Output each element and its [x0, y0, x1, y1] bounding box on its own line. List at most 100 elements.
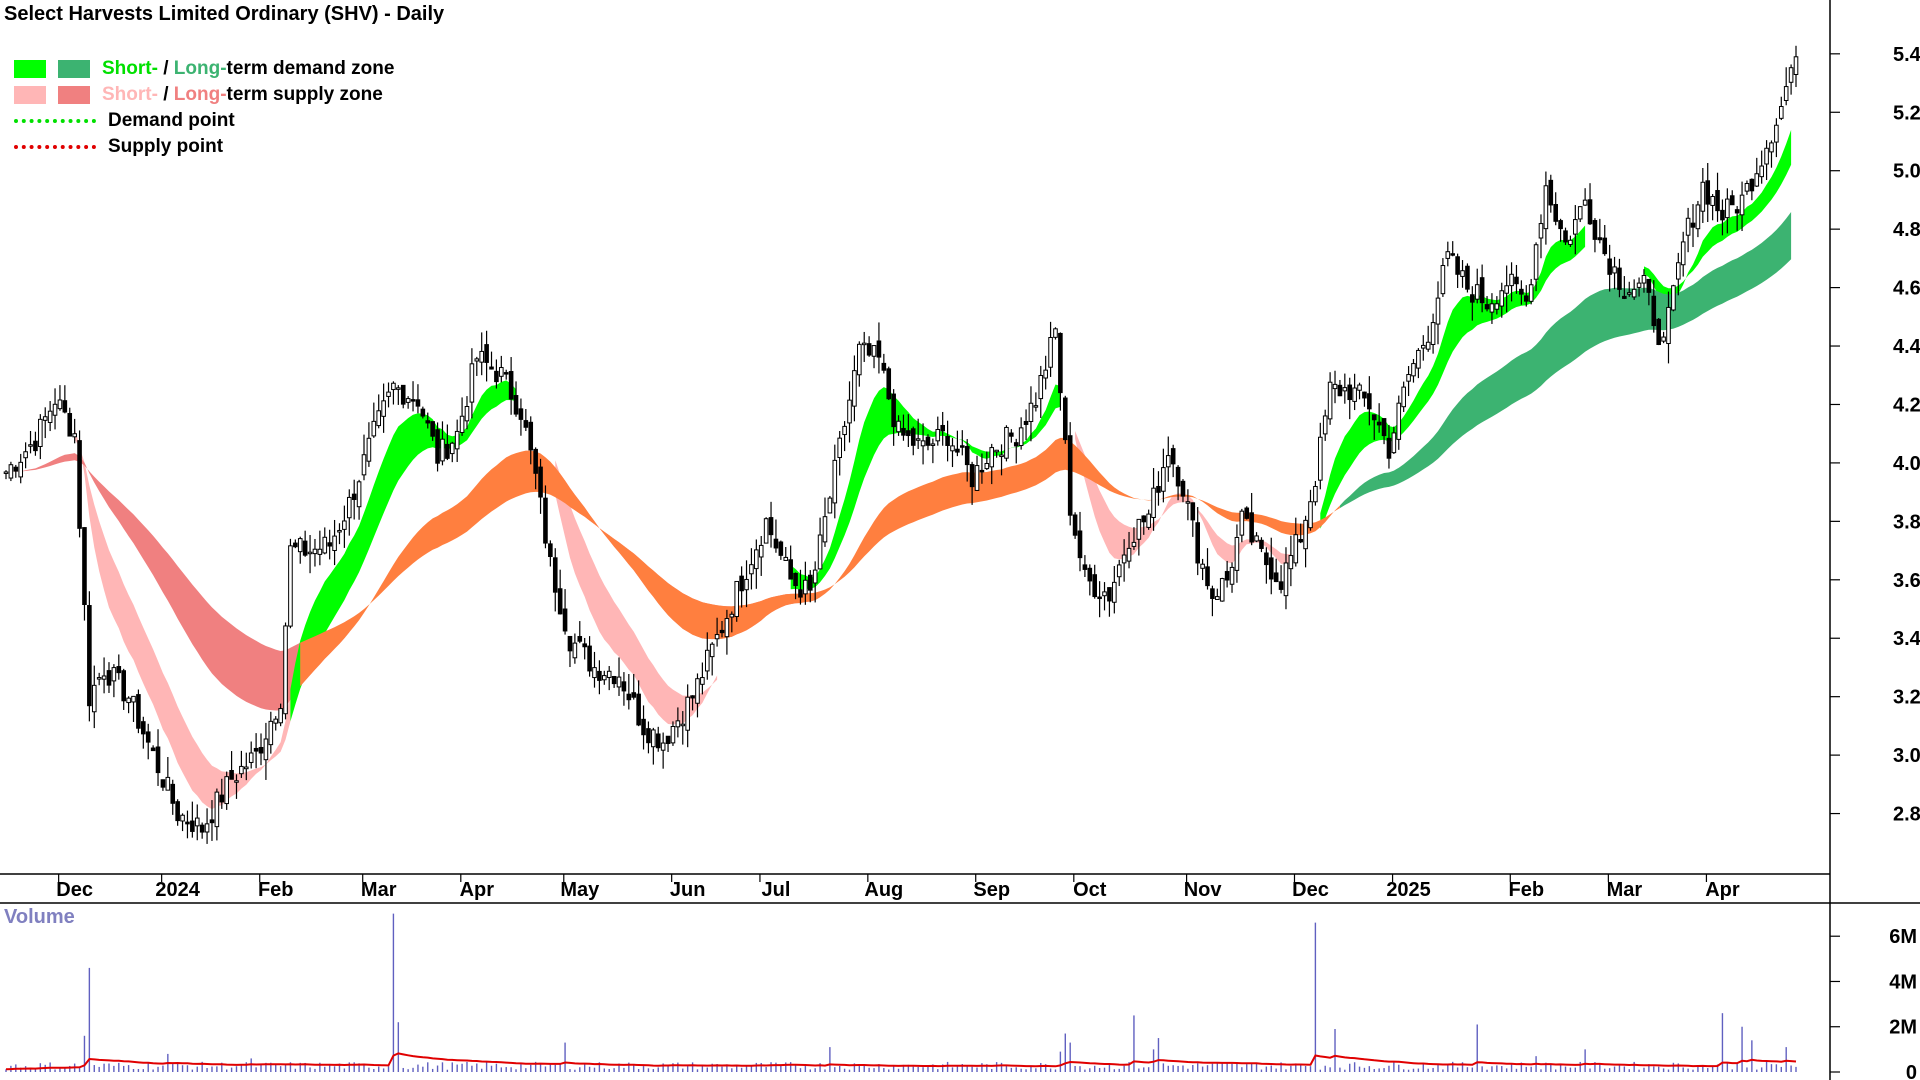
candle-body-43 [214, 791, 220, 828]
candle-body-352 [1729, 195, 1735, 206]
candle-body-221 [1087, 567, 1093, 582]
candle-body-131 [646, 728, 651, 744]
demand-point-swatch [14, 119, 96, 123]
legend-supply-point: Supply point [14, 134, 394, 160]
candle-body-103 [508, 371, 514, 400]
candle-body-337 [1656, 318, 1661, 345]
candle-body-209 [1028, 402, 1034, 422]
candle-body-62 [307, 551, 313, 555]
candle-body-190 [935, 428, 941, 442]
candle-body-255 [1254, 535, 1259, 542]
candle-body-200 [984, 462, 990, 470]
candle-body-230 [1131, 541, 1137, 547]
candle-body-183 [901, 427, 906, 436]
candle-body-358 [1759, 165, 1764, 178]
candle-body-245 [1205, 566, 1210, 587]
price-tick-label-3: 3.4 [1893, 628, 1920, 650]
candle-body-162 [798, 589, 803, 598]
candle-body-127 [626, 693, 632, 701]
candle-body-86 [425, 420, 431, 424]
candle-body-253 [1244, 507, 1250, 519]
candle-body-2 [13, 466, 19, 472]
candle-body-210 [1033, 405, 1039, 408]
candle-body-91 [449, 442, 455, 455]
candle-body-235 [1156, 485, 1161, 493]
candle-body-69 [342, 520, 347, 530]
zone-transition-long [300, 437, 1340, 687]
price-tick-label-4: 3.6 [1893, 570, 1920, 592]
candle-body-173 [852, 370, 857, 407]
candle-body-4 [23, 451, 28, 459]
candle-body-74 [366, 437, 372, 462]
candle-body-5 [28, 444, 33, 447]
candle-body-61 [302, 540, 308, 556]
candle-body-339 [1666, 306, 1671, 345]
candle-body-196 [964, 446, 970, 466]
candle-body-276 [1357, 384, 1362, 391]
candle-body-326 [1602, 237, 1608, 255]
candle-body-350 [1720, 209, 1725, 221]
candle-body-254 [1249, 512, 1254, 543]
time-tick-label-9: Sep [973, 879, 1010, 901]
time-tick-label-6: Jun [670, 879, 706, 901]
candle-body-45 [224, 776, 229, 805]
candle-body-78 [386, 391, 391, 397]
candle-body-93 [459, 415, 465, 433]
candle-body-211 [1038, 375, 1044, 400]
candle-body-156 [768, 517, 774, 536]
candle-body-193 [950, 445, 955, 452]
candle-body-12 [62, 400, 68, 413]
candle-body-324 [1592, 220, 1598, 240]
candle-body-198 [974, 465, 980, 491]
candle-body-318 [1563, 230, 1568, 243]
candle-body-327 [1607, 258, 1612, 275]
candle-body-251 [1234, 536, 1240, 571]
candle-body-181 [891, 393, 896, 428]
candle-body-35 [175, 801, 180, 822]
candle-body-119 [587, 645, 592, 672]
candle-body-168 [827, 497, 833, 514]
candle-body-41 [204, 823, 210, 833]
candle-body-24 [121, 670, 126, 702]
candle-body-323 [1587, 199, 1593, 225]
candle-body-123 [606, 670, 612, 678]
candle-body-125 [616, 676, 622, 688]
candle-body-284 [1396, 402, 1402, 440]
candle-body-213 [1048, 337, 1053, 368]
candle-body-139 [685, 696, 690, 731]
candle-body-63 [312, 548, 318, 555]
long-supply-swatch [58, 86, 90, 104]
candle-body-195 [960, 445, 965, 448]
candle-body-120 [592, 667, 597, 679]
candle-body-286 [1406, 374, 1411, 382]
candle-body-328 [1612, 266, 1617, 274]
volume-label: Volume [4, 906, 75, 928]
price-tick-label-2: 3.2 [1893, 687, 1920, 709]
candle-body-59 [293, 542, 298, 548]
candle-body-283 [1391, 432, 1397, 454]
candle-body-249 [1224, 571, 1230, 581]
chart-title: Select Harvests Limited Ordinary (SHV) -… [4, 3, 445, 25]
volume-panel: 0 2M 4M 6M [5, 913, 1917, 1080]
candle-body-57 [283, 625, 288, 715]
candle-body-0 [3, 471, 9, 474]
candle-body-275 [1352, 387, 1357, 402]
legend-demand-zone: Short- / Long-term demand zone [14, 56, 394, 82]
candle-body-160 [788, 559, 793, 580]
candle-body-263 [1293, 534, 1299, 564]
time-tick-label-3: Mar [361, 879, 397, 901]
candle-body-250 [1229, 566, 1235, 585]
candle-body-268 [1318, 436, 1323, 481]
candle-body-110 [543, 497, 548, 544]
candle-body-175 [861, 342, 867, 346]
candle-body-52 [258, 746, 264, 754]
candle-body-20 [101, 675, 107, 680]
candle-body-151 [744, 578, 749, 591]
time-tick-label-10: Oct [1073, 879, 1107, 901]
candle-body-49 [244, 766, 249, 770]
candle-body-3 [18, 461, 24, 478]
candle-body-73 [361, 454, 367, 476]
legend: Short- / Long-term demand zone Short- / … [14, 56, 394, 160]
volume-average-line [5, 1052, 1797, 1071]
candle-body-288 [1416, 349, 1421, 369]
